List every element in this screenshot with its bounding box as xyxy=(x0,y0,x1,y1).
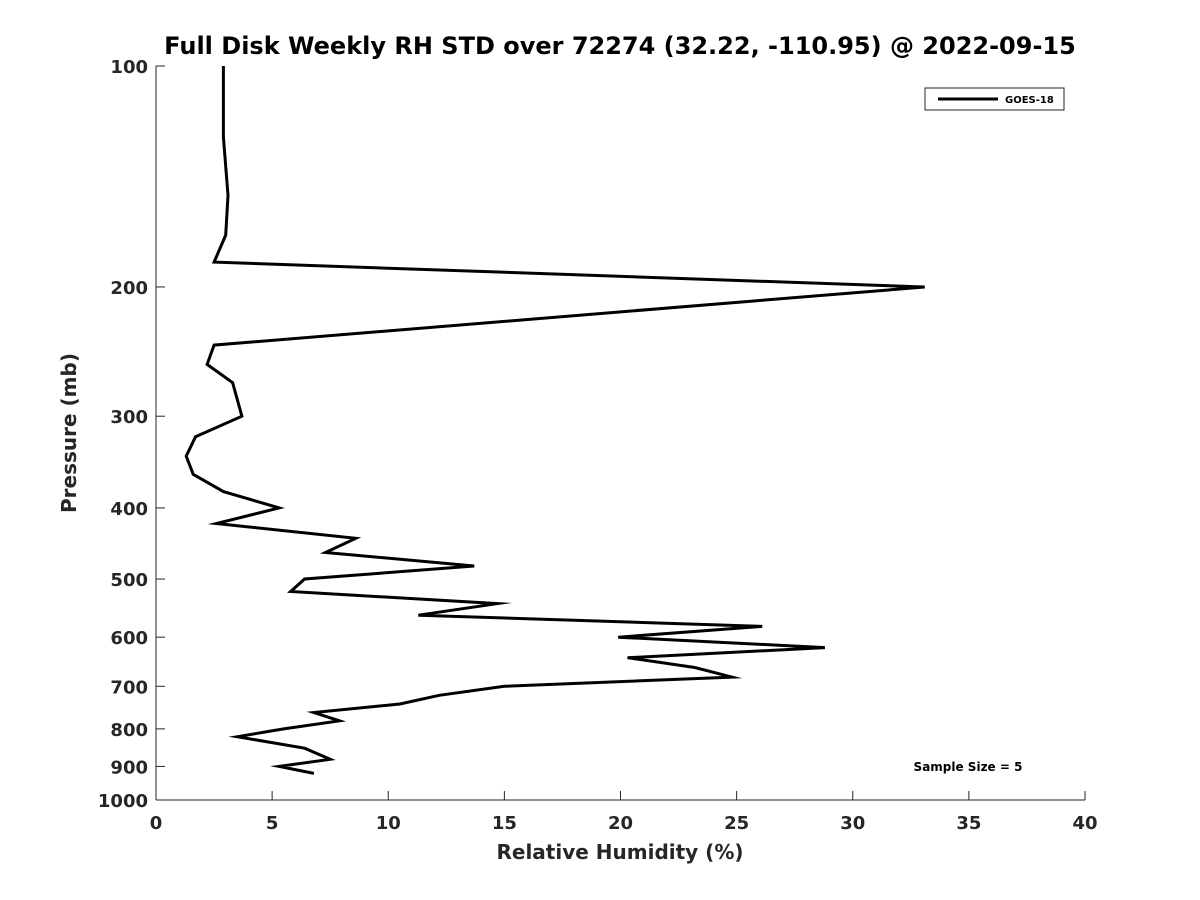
x-tick-label: 20 xyxy=(608,813,633,834)
y-tick-label: 600 xyxy=(110,628,148,649)
legend-label-goes-18: GOES-18 xyxy=(1005,95,1054,106)
y-tick-label: 800 xyxy=(110,720,148,741)
series-layer xyxy=(184,66,925,775)
y-tick-label: 700 xyxy=(110,677,148,698)
series-line-goes-18 xyxy=(184,66,925,775)
x-tick-label: 25 xyxy=(724,813,749,834)
sample-size-annotation: Sample Size = 5 xyxy=(914,760,1023,774)
y-tick-label: 1000 xyxy=(98,791,148,812)
x-tick-label: 5 xyxy=(266,813,279,834)
x-tick-label: 0 xyxy=(150,813,163,834)
x-tick-label: 40 xyxy=(1072,813,1097,834)
y-tick-label: 900 xyxy=(110,757,148,778)
x-axis-label: Relative Humidity (%) xyxy=(496,840,743,864)
x-tick-label: 35 xyxy=(956,813,981,834)
legend: GOES-18 xyxy=(924,87,1065,111)
ticks: 0 5 10 15 20 25 30 35 40 100 200 300 400 500 600 700 800… xyxy=(98,57,1098,834)
y-tick-label: 300 xyxy=(110,407,148,428)
y-axis-label: Pressure (mb) xyxy=(57,353,81,513)
y-tick-label: 100 xyxy=(110,57,148,78)
x-tick-label: 10 xyxy=(376,813,401,834)
y-tick-label: 500 xyxy=(110,570,148,591)
y-tick-label: 400 xyxy=(110,499,148,520)
x-tick-label: 15 xyxy=(492,813,517,834)
x-tick-label: 30 xyxy=(840,813,865,834)
y-tick-label: 200 xyxy=(110,278,148,299)
chart-title: Full Disk Weekly RH STD over 72274 (32.2… xyxy=(164,32,1076,60)
